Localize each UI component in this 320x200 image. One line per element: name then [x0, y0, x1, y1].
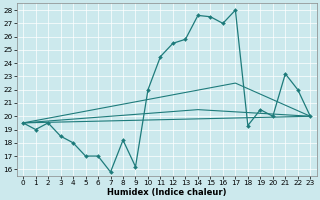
X-axis label: Humidex (Indice chaleur): Humidex (Indice chaleur)	[107, 188, 227, 197]
